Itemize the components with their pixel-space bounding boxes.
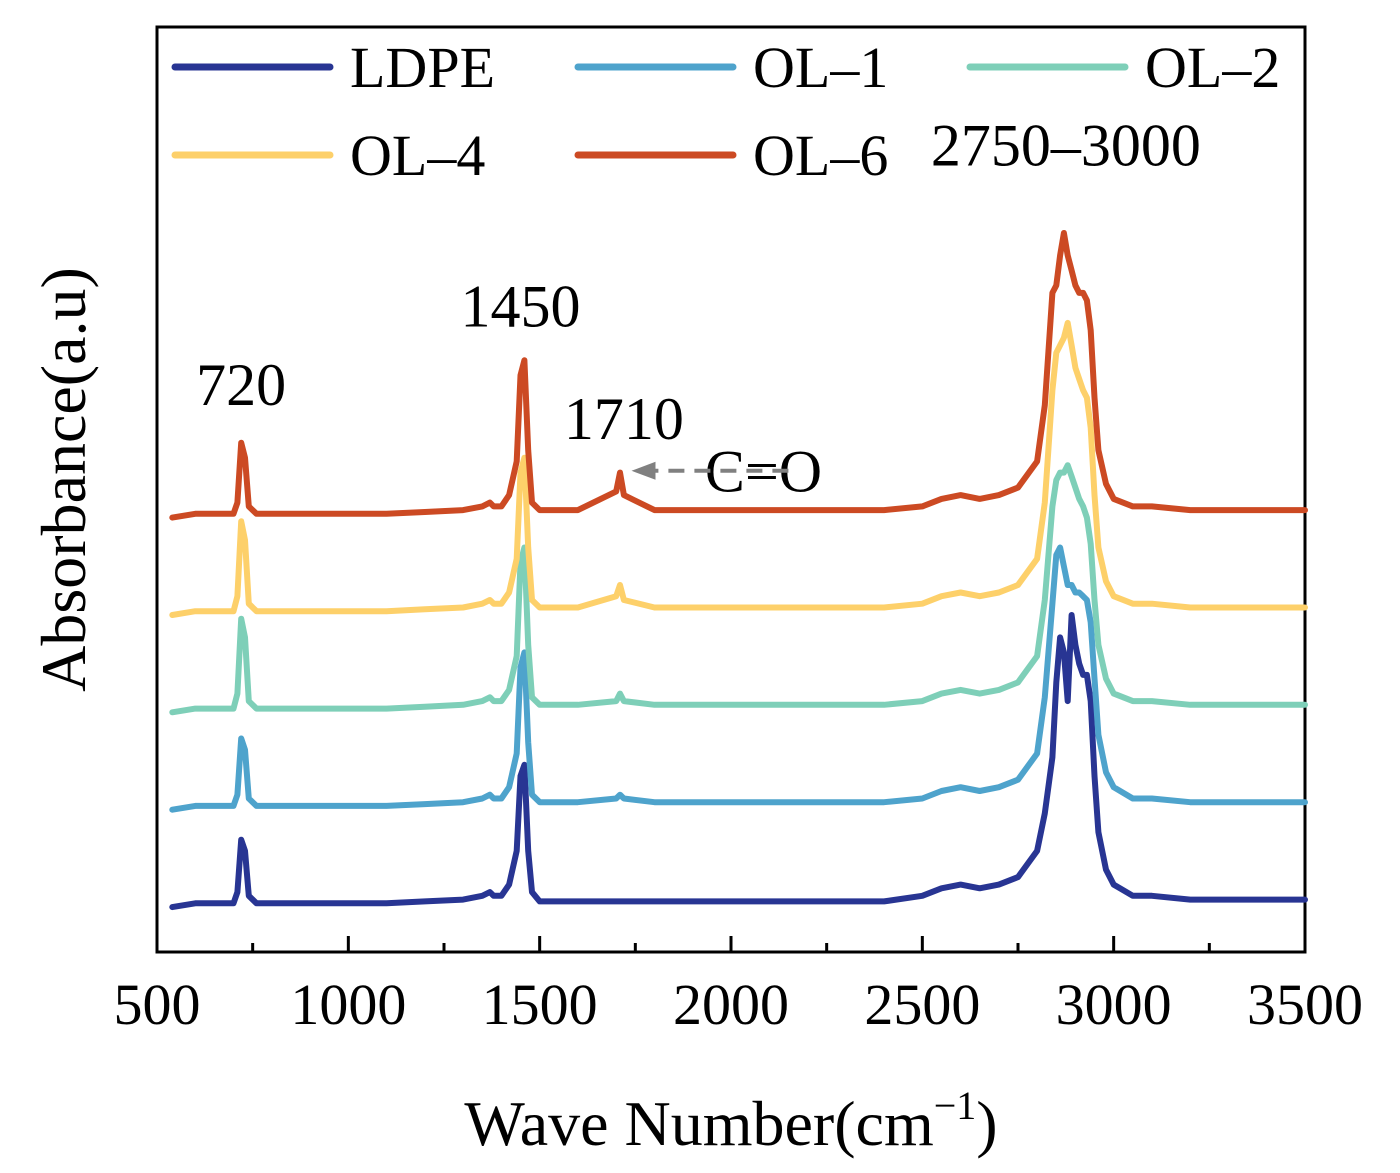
legend-label: LDPE [350,35,495,100]
peak-annotation: 720 [196,352,286,418]
peak-annotation: 2750–3000 [931,113,1201,179]
legend-label: OL–2 [1145,35,1280,100]
series-line-ol1 [169,544,1308,813]
x-tick-label: 3000 [1056,972,1172,1037]
series-line-ol4 [169,319,1308,618]
peak-annotation: 1710 [564,386,684,452]
series-group [169,230,1308,911]
x-tick-label: 1000 [290,972,406,1037]
legend-label: OL–6 [753,123,888,188]
x-tick-label: 500 [114,972,201,1037]
legend-label: OL–1 [753,35,888,100]
x-tick-label: 2500 [864,972,980,1037]
axes: Wave Number(cm−1) Absorbance(a.u) 500 100… [28,267,1363,1159]
peak-annotation: 1450 [461,274,581,340]
series-line-ldpe [169,612,1308,911]
carbonyl-arrow-head [631,461,656,480]
legend-label: OL–4 [350,123,485,188]
x-axis-title: Wave Number(cm−1) [464,1083,997,1159]
legend: LDPE OL–1 OL–2 OL–4 OL–6 [171,35,1280,188]
x-tick-label: 1500 [482,972,598,1037]
series-line-ol6 [169,230,1308,521]
series-line-ol2 [169,462,1308,716]
x-tick-label: 2000 [673,972,789,1037]
x-tick-label: 3500 [1247,972,1363,1037]
y-axis-title: Absorbance(a.u) [28,267,99,692]
